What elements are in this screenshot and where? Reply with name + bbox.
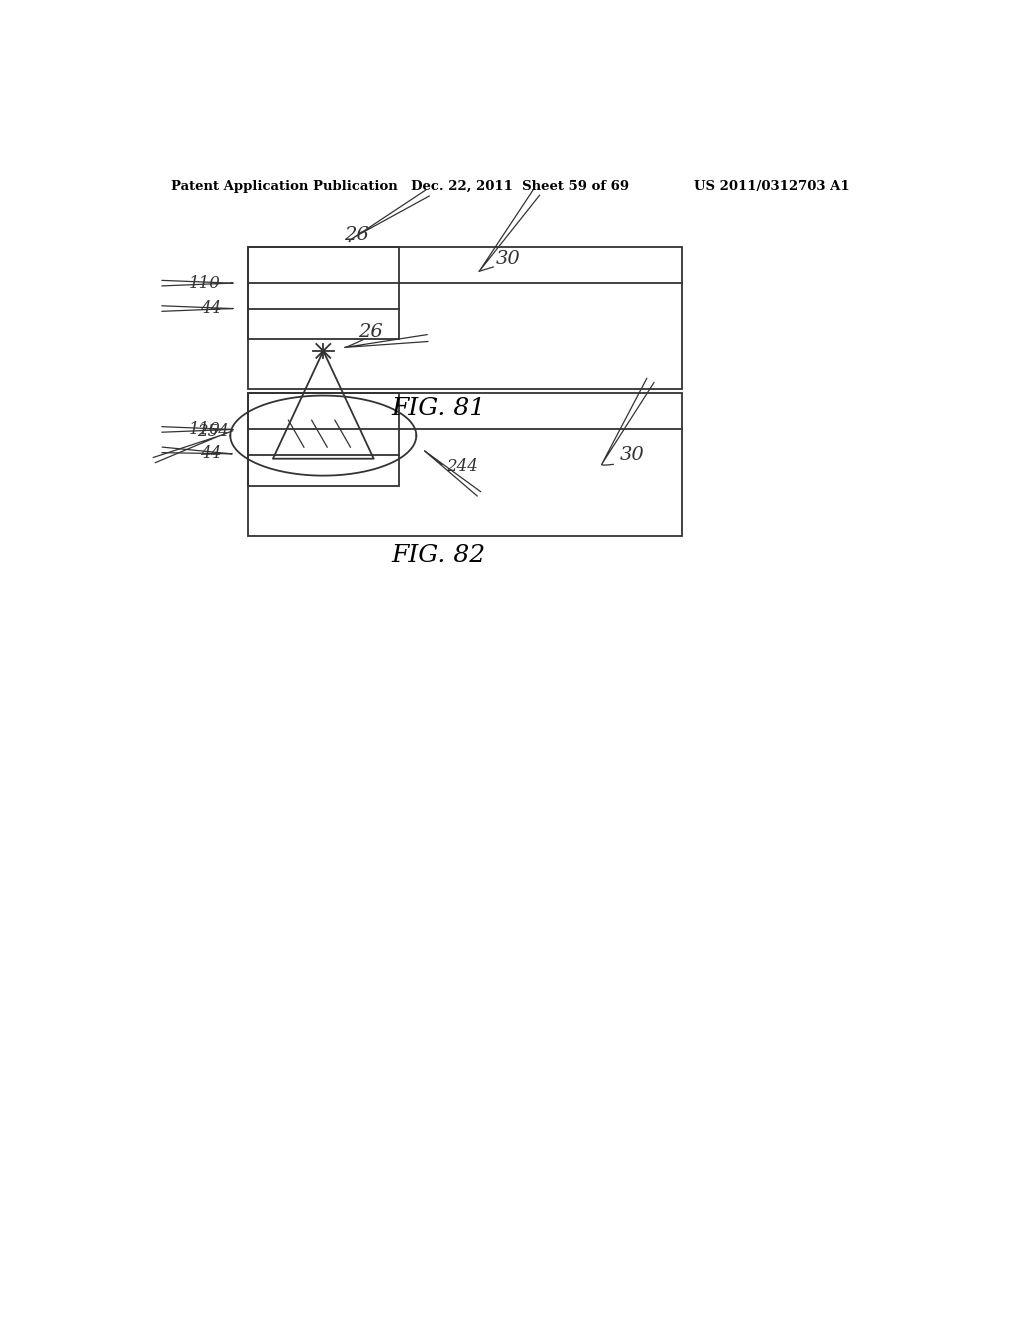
- Bar: [248, 247, 399, 339]
- Text: FIG. 82: FIG. 82: [391, 544, 485, 566]
- Text: 110: 110: [189, 275, 221, 292]
- Text: 110: 110: [189, 421, 221, 438]
- Text: Patent Application Publication: Patent Application Publication: [171, 180, 397, 193]
- Bar: [248, 393, 399, 486]
- Text: 44: 44: [200, 300, 221, 317]
- Text: Dec. 22, 2011  Sheet 59 of 69: Dec. 22, 2011 Sheet 59 of 69: [411, 180, 629, 193]
- Text: 26: 26: [344, 227, 369, 244]
- Text: 244: 244: [445, 458, 477, 475]
- Text: US 2011/0312703 A1: US 2011/0312703 A1: [693, 180, 849, 193]
- Text: FIG. 81: FIG. 81: [391, 397, 485, 420]
- Text: 44: 44: [200, 445, 221, 462]
- Text: 26: 26: [358, 322, 383, 341]
- Text: 30: 30: [620, 446, 644, 463]
- Text: 30: 30: [496, 249, 520, 268]
- Bar: [248, 393, 682, 536]
- Bar: [248, 247, 682, 389]
- Text: 254: 254: [197, 424, 228, 441]
